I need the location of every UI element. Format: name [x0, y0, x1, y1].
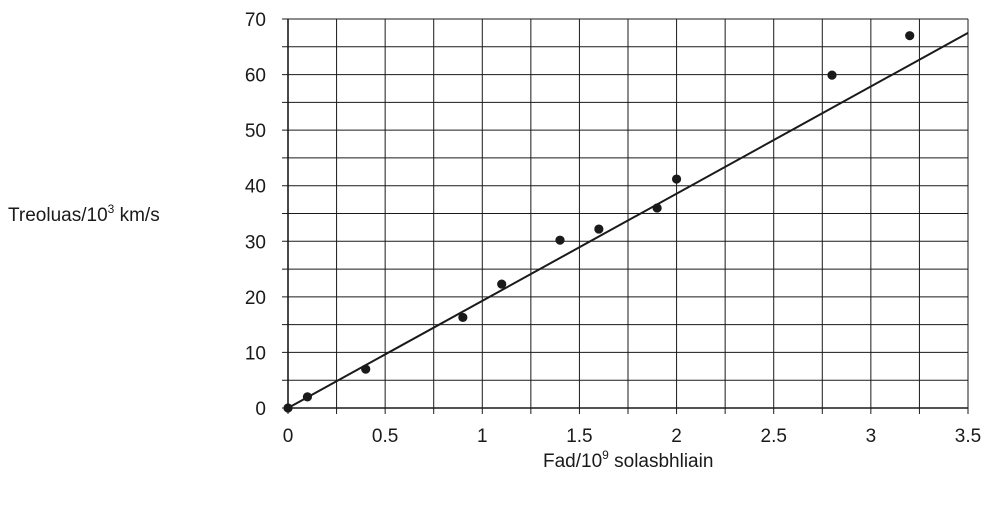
data-point — [302, 392, 313, 402]
y-tick-label: 70 — [245, 10, 266, 31]
y-tick-label: 20 — [245, 288, 266, 309]
x-tick-label: 2.5 — [761, 426, 787, 447]
x-axis-label-exponent: 9 — [602, 447, 609, 462]
y-tick-label: 60 — [245, 66, 266, 87]
y-axis-label: Treoluas/103 km/s — [8, 201, 160, 227]
y-axis-label-exponent: 3 — [107, 201, 115, 216]
data-point — [458, 312, 468, 323]
x-tick-label: 1.5 — [566, 426, 592, 447]
data-point — [497, 279, 507, 289]
x-axis-label-unit: solasbhliain — [608, 451, 714, 472]
data-point — [283, 403, 293, 413]
data-point — [594, 224, 604, 234]
data-point — [652, 203, 662, 213]
y-tick-label: 10 — [245, 343, 266, 364]
data-point — [671, 174, 682, 184]
fit-line-group — [287, 32, 969, 409]
x-tick-label: 2 — [671, 426, 682, 447]
x-axis-label-prefix: Fad/10 — [543, 451, 603, 472]
y-tick-label: 50 — [245, 121, 266, 142]
y-tick-label: 40 — [245, 177, 266, 198]
x-tick-label: 1 — [477, 426, 488, 447]
data-point — [905, 31, 915, 41]
best-fit-line — [287, 32, 969, 409]
data-point — [555, 235, 565, 245]
y-axis-label-prefix: Treoluas/10 — [8, 205, 108, 226]
x-tick-label: 0 — [283, 426, 294, 447]
tick-labels: 0 0.5 1 1.5 2 2.5 3 3.5 0 10 20 30 40 50 60 70 — [245, 10, 981, 447]
grid — [282, 18, 969, 414]
y-tick-label: 30 — [245, 232, 266, 253]
data-point — [827, 70, 837, 80]
data-points — [283, 31, 915, 413]
x-tick-label: 3 — [866, 426, 877, 447]
y-tick-label: 0 — [255, 399, 266, 420]
x-axis-label: Fad/109 solasbhliain — [543, 447, 714, 473]
x-tick-label: 3.5 — [955, 426, 981, 447]
data-point — [361, 364, 371, 374]
y-axis-label-unit: km/s — [114, 205, 160, 226]
x-tick-label: 0.5 — [372, 426, 398, 447]
